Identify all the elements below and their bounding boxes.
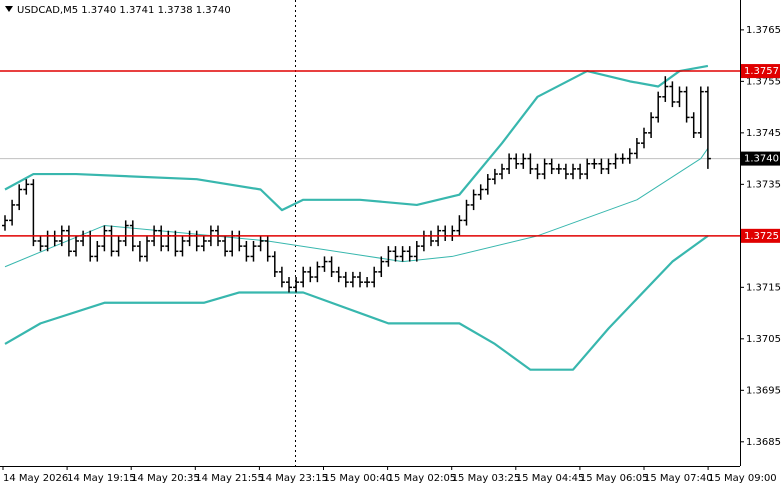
y-tick-label: 1.3715 bbox=[746, 282, 781, 293]
x-tick-label: 14 May 21:55 bbox=[195, 473, 264, 484]
x-tick-label: 14 May 2026 bbox=[3, 473, 68, 484]
band-lower bbox=[4, 234, 709, 371]
y-tick-label: 1.3765 bbox=[746, 25, 781, 36]
y-tick-label: 1.3705 bbox=[746, 334, 781, 345]
level-label: 1.3725 bbox=[744, 231, 779, 242]
x-tick-label: 14 May 19:15 bbox=[67, 473, 136, 484]
level-label: 1.3757 bbox=[744, 66, 779, 77]
x-tick-label: 15 May 06:05 bbox=[580, 473, 649, 484]
band-upper bbox=[4, 64, 709, 212]
x-tick-label: 14 May 20:35 bbox=[131, 473, 200, 484]
x-tick-label: 15 May 07:40 bbox=[644, 473, 713, 484]
y-tick-label: 1.3685 bbox=[746, 437, 781, 448]
level-label-box bbox=[741, 228, 780, 243]
x-tick-label: 15 May 03:25 bbox=[452, 473, 521, 484]
x-tick-label: 15 May 09:00 bbox=[708, 473, 777, 484]
level-label-box bbox=[741, 64, 780, 79]
current-price-box bbox=[741, 151, 780, 166]
current-price-label: 1.3740 bbox=[744, 154, 779, 165]
x-tick-label: 15 May 02:05 bbox=[388, 473, 457, 484]
x-tick-label: 15 May 04:45 bbox=[516, 473, 585, 484]
x-tick-label: 14 May 23:15 bbox=[259, 473, 328, 484]
chart-title: USDCAD,M5 1.3740 1.3741 1.3738 1.3740 bbox=[17, 5, 231, 16]
y-tick-label: 1.3745 bbox=[746, 128, 781, 139]
y-tick-label: 1.3735 bbox=[746, 179, 781, 190]
menu-arrow bbox=[5, 6, 13, 12]
y-tick-label: 1.3695 bbox=[746, 385, 781, 396]
x-tick-label: 15 May 00:40 bbox=[324, 473, 393, 484]
y-tick-label: 1.3755 bbox=[746, 76, 781, 87]
